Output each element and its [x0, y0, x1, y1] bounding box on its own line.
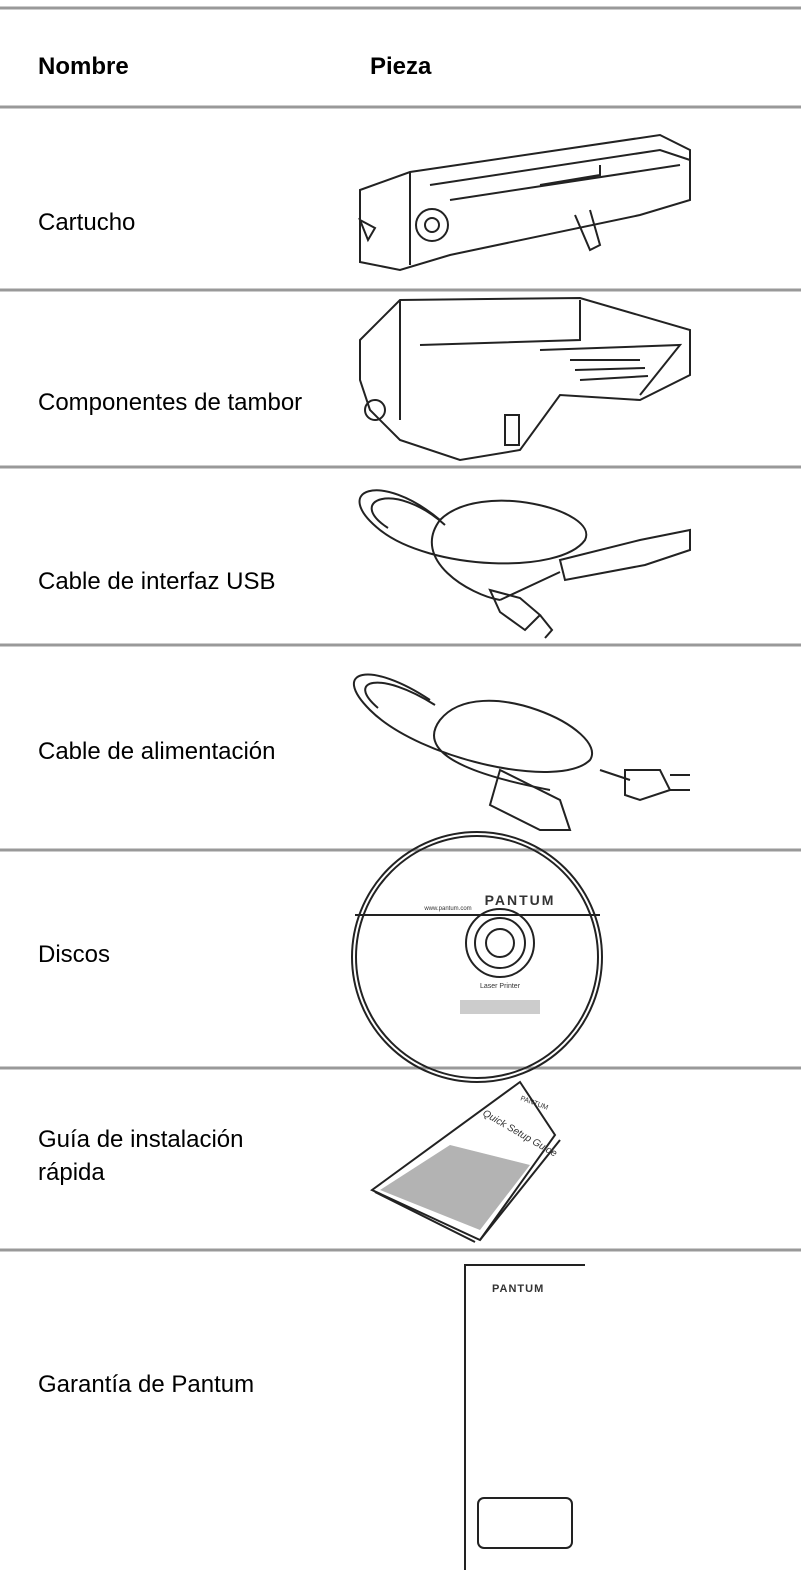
disc-label-bar: [460, 1000, 540, 1014]
row-name: Garantía de Pantum: [38, 1371, 255, 1398]
row-name: Cartucho: [38, 209, 136, 236]
drum-drawing: [359, 296, 691, 462]
header-name: Nombre: [38, 53, 129, 80]
warranty-brand: PANTUM: [492, 1283, 544, 1295]
row-name: Discos: [38, 941, 111, 968]
header-part: Pieza: [370, 53, 432, 80]
warranty-drawing: PANTUM: [464, 1264, 585, 1570]
disc-caption: Laser Printer: [480, 983, 521, 990]
row-name: Guía de instalación rápida: [38, 1126, 244, 1186]
guide-shade: [380, 1145, 530, 1230]
row-name: Cable de alimentación: [38, 738, 276, 765]
guide-drawing: PANTUM Quick Setup Guide: [370, 1080, 561, 1243]
guide-brand: PANTUM: [519, 1095, 549, 1112]
usb-cable-drawing: [358, 489, 691, 639]
disc-url: www.pantum.com: [423, 906, 471, 912]
row-name: Cable de interfaz USB: [38, 568, 276, 595]
row-name: Componentes de tambor: [38, 389, 303, 416]
cartridge-drawing: [358, 133, 691, 272]
disc-drawing: PANTUM www.pantum.com Laser Printer: [351, 831, 603, 1083]
disc-brand: PANTUM: [485, 892, 556, 908]
guide-title: Quick Setup Guide: [481, 1108, 560, 1160]
power-cable-drawing: [352, 673, 690, 831]
